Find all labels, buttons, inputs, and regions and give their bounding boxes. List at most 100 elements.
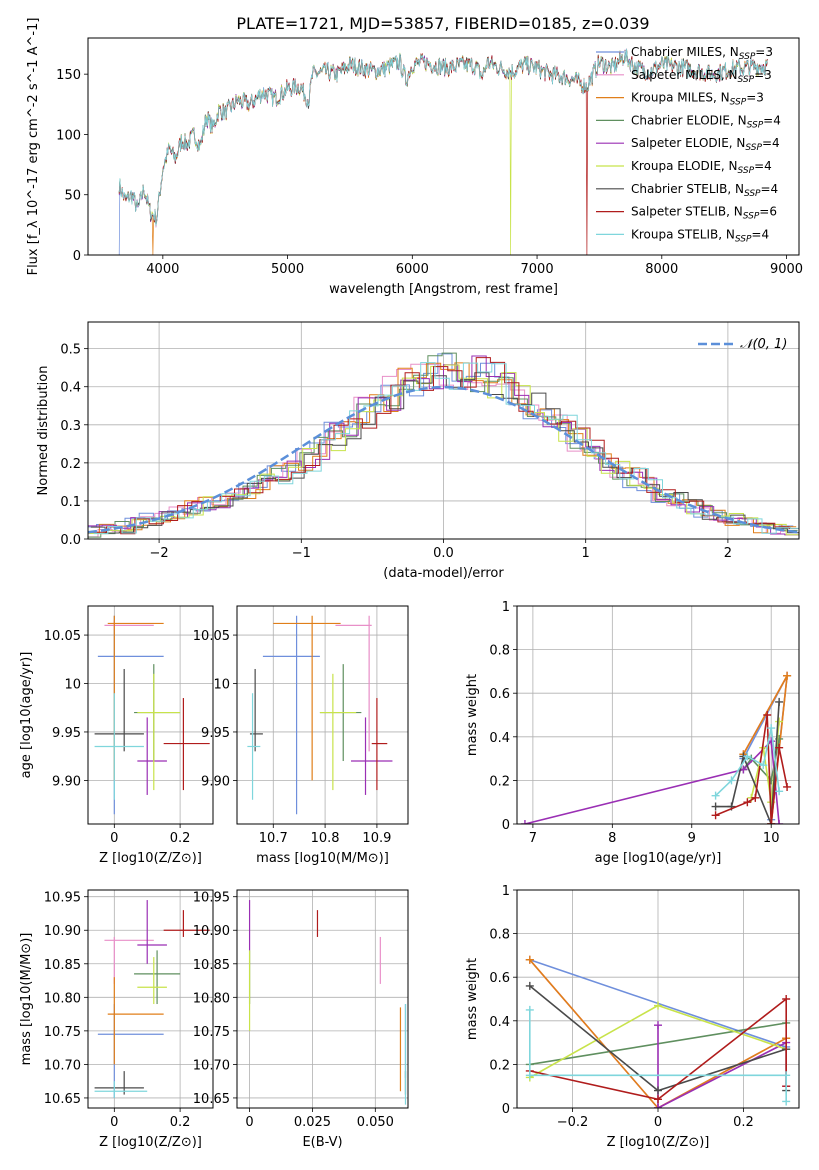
x-tick-label: 0 [654, 1115, 662, 1130]
x-axis-label: (data-model)/error [383, 566, 504, 581]
weight-marker [775, 743, 784, 752]
y-axis-label: age [log10(age/yr)] [19, 652, 34, 779]
y-tick-label: 10.95 [44, 891, 81, 906]
y-tick-label: 0.8 [489, 928, 510, 943]
weight-marker [743, 752, 752, 761]
plot-area [88, 352, 799, 538]
y-tick-label: 10.80 [44, 991, 81, 1006]
panel-weight_vs_age: 7 8 9 10 0 0.2 0.4 0.6 0.8 1 age [log10(age/yr)] ma… [465, 600, 800, 866]
y-tick-label: 10.85 [44, 958, 81, 973]
weight-marker [525, 981, 534, 990]
y-tick-label: 1 [502, 600, 510, 615]
legend-entry: Salpeter STELIB, NSSP=6 [631, 205, 777, 222]
x-tick-label: 4000 [146, 262, 179, 277]
x-axis-label: Z [log10(Z/Z⊙)] [607, 1135, 710, 1150]
weight-marker [759, 761, 768, 770]
x-tick-label: −1 [292, 546, 311, 561]
legend-entry: Kroupa ELODIE, NSSP=4 [631, 159, 772, 176]
legend-entry: Chabrier STELIB, NSSP=4 [631, 182, 778, 199]
axes-frame [87, 37, 800, 256]
plot-area [248, 900, 407, 1105]
axes-frame [87, 605, 214, 825]
weight-marker [525, 955, 534, 964]
y-tick-label: 0.2 [60, 457, 81, 472]
x-tick-label: 0.025 [294, 1115, 331, 1130]
y-tick-label: 0 [502, 818, 510, 833]
x-tick-label: 0.0 [433, 546, 454, 561]
x-axis-label: Z [log10(Z/Z⊙)] [99, 1135, 202, 1150]
x-tick-label: 5000 [271, 262, 304, 277]
x-tick-label: 0.050 [357, 1115, 394, 1130]
y-tick-label: 9.90 [52, 774, 81, 789]
weight-marker [783, 671, 792, 680]
y-tick-label: 0.5 [60, 343, 81, 358]
y-axis-label: mass weight [465, 958, 480, 1040]
y-axis-label: Flux [f_λ 10^-17 erg cm^-2 s^-1 A^-1] [26, 18, 41, 276]
x-tick-label: 7000 [521, 262, 554, 277]
axes-frame [87, 321, 800, 540]
y-tick-label: 10.95 [193, 891, 230, 906]
x-axis-label: mass [log10(M/M⊙)] [256, 851, 389, 866]
y-tick-label: 10.70 [193, 1058, 230, 1073]
legend-entry: Salpeter MILES, NSSP=3 [631, 68, 772, 85]
y-tick-label: 10.85 [193, 958, 230, 973]
panel-spectrum: 4000 5000 6000 7000 8000 9000 0 50 100 150 wavelen… [26, 18, 803, 297]
plot-area [94, 615, 210, 815]
y-axis-label: Normed distribution [36, 366, 51, 496]
panel-mass_vs_ebv: 0 0.025 0.050 10.65 10.70 10.75 10.80 10.85 10.9… [193, 889, 409, 1150]
x-tick-label: 0 [245, 1115, 253, 1130]
weight-marker [783, 782, 792, 791]
x-tick-label: 10 [763, 831, 780, 846]
histogram-series [90, 372, 799, 534]
y-tick-label: 9.90 [201, 774, 230, 789]
weight-marker [775, 717, 784, 726]
weight-marker [654, 1021, 662, 1030]
weight-marker [767, 724, 776, 733]
weight-marker [711, 811, 720, 820]
weight-series [529, 959, 787, 1108]
weight-marker [775, 787, 784, 796]
weight-marker [654, 1104, 662, 1108]
y-tick-label: 0.4 [489, 1015, 510, 1030]
legend-entry: Kroupa MILES, NSSP=3 [631, 91, 764, 108]
y-tick-label: 10.05 [44, 629, 81, 644]
legend: Chabrier MILES, NSSP=3 Salpeter MILES, NS… [596, 45, 781, 244]
y-tick-label: 10.05 [193, 629, 230, 644]
y-tick-label: 150 [56, 68, 81, 83]
y-tick-label: 0 [502, 1102, 510, 1117]
x-tick-label: 10.7 [259, 831, 288, 846]
y-tick-label: 50 [64, 189, 81, 204]
x-tick-label: 8 [608, 831, 616, 846]
weight-marker [782, 995, 791, 1003]
x-tick-label: 7 [529, 831, 537, 846]
weight-series [529, 1009, 787, 1102]
panel-residuals: −2 −1 0.0 1 2 0.0 0.1 0.2 0.3 0.4 0.5 (data-model)/… [36, 321, 800, 581]
panel-age_vs_Z: 0 0.2 9.90 9.95 10 10.05 Z [log10(Z/Z⊙)] age [l… [19, 605, 214, 866]
x-tick-label: 9 [688, 831, 696, 846]
x-tick-label: −0.2 [557, 1115, 589, 1130]
panel-weight_vs_Z: −0.2 0 0.2 0 0.2 0.4 0.6 0.8 1 Z [log10(Z/Z⊙)] mas… [465, 884, 800, 1150]
x-tick-label: 2 [724, 546, 732, 561]
x-tick-label: 0 [110, 831, 118, 846]
y-tick-label: 0.4 [60, 381, 81, 396]
x-tick-label: 8000 [645, 262, 678, 277]
y-tick-label: 10.90 [44, 924, 81, 939]
weight-marker [654, 1086, 662, 1095]
weight-marker [775, 697, 784, 706]
weight-marker [782, 1097, 791, 1106]
y-tick-label: 10.65 [193, 1092, 230, 1107]
plot-area [520, 671, 792, 824]
y-tick-label: 10.90 [193, 924, 230, 939]
histogram-series [93, 362, 799, 535]
figure-title: PLATE=1721, MJD=53857, FIBERID=0185, z=0… [236, 14, 649, 33]
y-tick-label: 9.95 [201, 726, 230, 741]
x-tick-label: 0.2 [733, 1115, 754, 1130]
axes-frame [516, 889, 800, 1109]
x-tick-label: 9000 [770, 262, 803, 277]
y-tick-label: 0.6 [489, 971, 510, 986]
axes-frame [236, 605, 409, 825]
y-tick-label: 0.2 [489, 1058, 510, 1073]
weight-marker [525, 1005, 534, 1014]
y-tick-label: 100 [56, 128, 81, 143]
x-tick-label: 0 [110, 1115, 118, 1130]
